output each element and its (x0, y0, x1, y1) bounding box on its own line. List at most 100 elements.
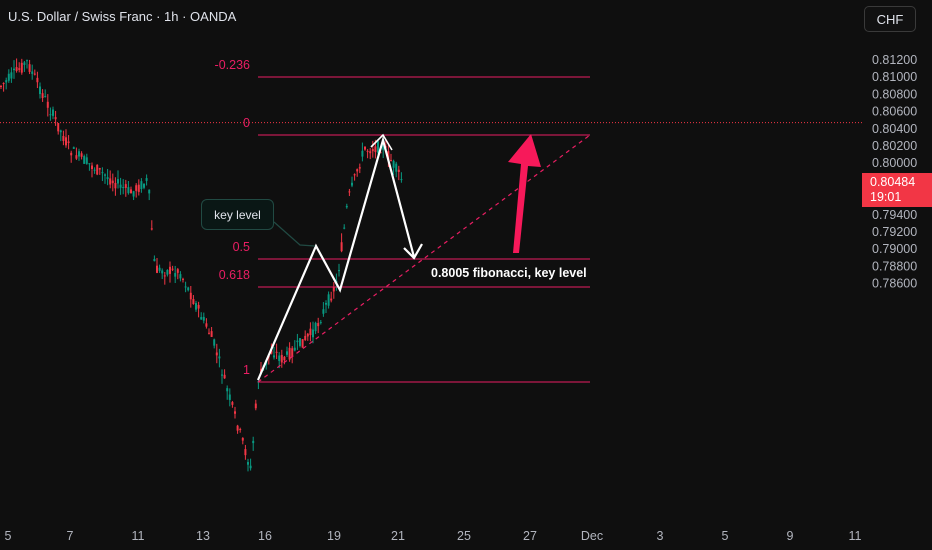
candle-body (189, 292, 192, 300)
candle-body (18, 68, 21, 70)
candle-body (163, 275, 166, 277)
candle-body (296, 340, 299, 343)
currency-button[interactable]: CHF (864, 6, 916, 32)
candle-body (364, 146, 366, 150)
candle-body (345, 205, 348, 208)
candle-body (218, 356, 221, 359)
candle-body (343, 227, 346, 229)
candle-body (62, 135, 65, 141)
candle-body (356, 169, 359, 172)
candle-body (10, 72, 13, 79)
candle-body (195, 303, 197, 310)
time-tick-label: Dec (581, 529, 603, 543)
candle-body (171, 268, 174, 270)
candle-body (88, 163, 91, 165)
time-tick-label: 5 (5, 529, 12, 543)
candle-body (179, 274, 182, 279)
price-tick-label: 0.81000 (872, 70, 917, 84)
candle-body (93, 169, 96, 171)
candle-body (31, 71, 34, 74)
time-tick-label: 11 (849, 529, 862, 543)
candle-body (358, 167, 361, 169)
candle-body (208, 332, 210, 334)
price-axis[interactable]: 0.81200 0.81000 0.80800 0.80600 0.80400 0.802… (872, 53, 917, 291)
candle-body (223, 374, 226, 379)
candle-body (158, 267, 161, 271)
candle-body (122, 187, 125, 189)
price-tick-label: 0.80800 (872, 87, 917, 101)
candle-body (187, 287, 190, 291)
candle-body (314, 322, 317, 332)
candle-body (137, 184, 140, 192)
candle-body (44, 96, 47, 98)
price-tick-label: 0.80200 (872, 139, 917, 153)
candle-body (83, 156, 86, 164)
candle-body (124, 184, 127, 188)
candle-body (176, 269, 179, 273)
candle-body (33, 73, 36, 75)
time-tick-label: 16 (258, 529, 272, 543)
peak-marker (370, 133, 393, 151)
candle-body (72, 147, 75, 149)
price-tick-label: 0.80600 (872, 105, 917, 119)
candle-body (184, 286, 187, 288)
candle-body (371, 149, 374, 152)
candle-body (78, 151, 80, 157)
time-tick-label: 3 (657, 529, 664, 543)
candle-body (395, 163, 398, 172)
time-tick-label: 27 (523, 529, 537, 543)
candle-body (361, 150, 364, 157)
projection-path (256, 135, 416, 381)
candle-body (317, 323, 320, 327)
candle-body (241, 438, 244, 441)
price-tick-label: 0.78800 (872, 259, 917, 273)
candle-body (210, 331, 213, 337)
candle-body (244, 449, 247, 456)
candle-body (236, 425, 239, 431)
candle-body (319, 322, 322, 324)
candle-body (41, 93, 44, 98)
candle-body (182, 278, 184, 280)
candle-body (192, 299, 195, 304)
candle-body (278, 355, 281, 361)
candle-body (117, 179, 119, 184)
candle-body (98, 168, 101, 170)
candle-body (145, 178, 148, 181)
time-tick-label: 21 (391, 529, 405, 543)
candle-body (70, 152, 73, 156)
price-tick-label: 0.79000 (872, 242, 917, 256)
candle-body (153, 258, 156, 262)
candle-body (2, 82, 5, 84)
time-axis[interactable]: 5 7 11 13 16 19 21 25 27 Dec 3 5 9 11 (5, 529, 862, 543)
candle-body (111, 180, 114, 184)
fibonacci-annotation[interactable]: 0.8005 fibonacci, key level (431, 266, 587, 280)
fib-level-label: 0.618 (219, 268, 250, 282)
candle-body (322, 309, 325, 314)
candle-body (166, 269, 169, 275)
candle-body (374, 146, 377, 153)
candle-body (91, 165, 93, 169)
candle-body (200, 317, 203, 320)
bar-countdown: 19:01 (870, 190, 902, 204)
candle-body (52, 109, 54, 116)
candle-body (234, 411, 236, 414)
candle-body (288, 347, 291, 360)
candle-body (369, 151, 372, 154)
candle-body (382, 143, 385, 150)
time-tick-label: 9 (787, 529, 794, 543)
candle-body (280, 354, 283, 363)
drawings-layer (256, 133, 591, 383)
candle-body (20, 62, 23, 73)
fib-level-label: 1 (243, 363, 250, 377)
candle-body (46, 101, 49, 108)
key-level-callout[interactable]: key level (201, 199, 274, 230)
candle-body (299, 338, 301, 346)
candle-body (291, 348, 294, 357)
price-tick-label: 0.80000 (872, 156, 917, 170)
price-tick-label: 0.79400 (872, 208, 917, 222)
fibonacci-retracement[interactable]: -0.236 0 0.5 0.618 1 (215, 58, 590, 383)
time-tick-label: 11 (132, 529, 145, 543)
candle-body (213, 339, 216, 346)
candle-body (270, 350, 273, 354)
